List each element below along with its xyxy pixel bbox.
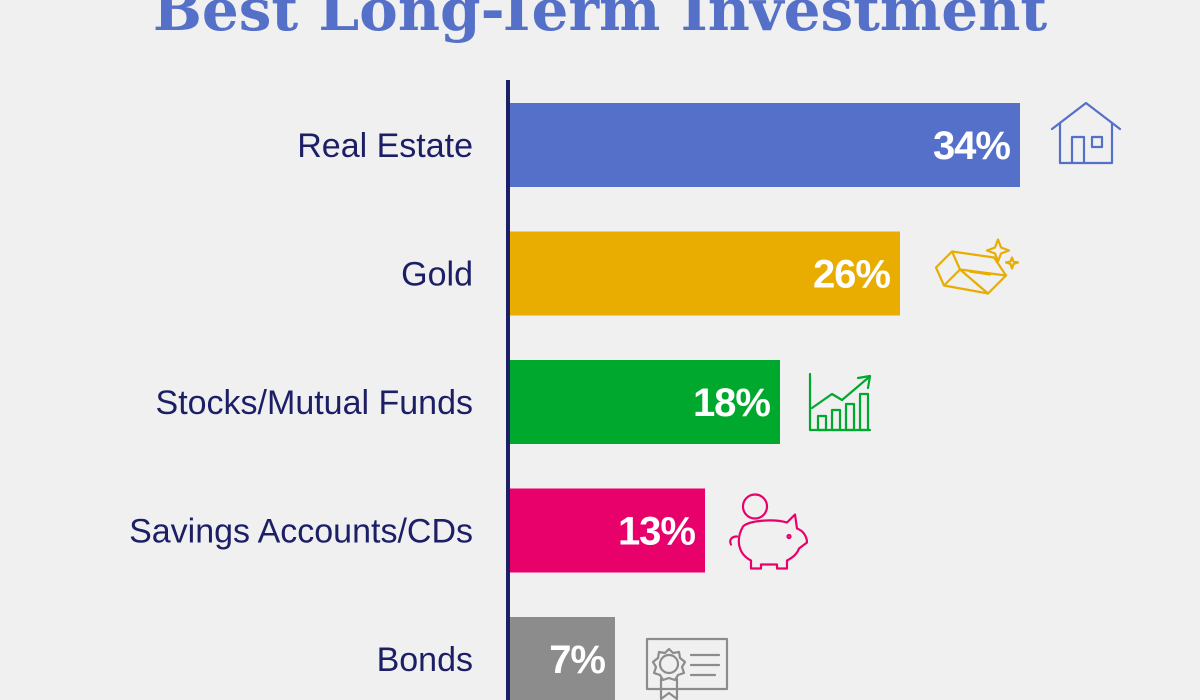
- value-label-real-estate: 34%: [933, 124, 1010, 168]
- category-label-bonds: Bonds: [377, 641, 473, 679]
- icons-layer: [645, 101, 1122, 700]
- value-label-bonds: 7%: [549, 638, 605, 682]
- bar-bonds: [510, 617, 615, 700]
- category-label-real-estate: Real Estate: [297, 127, 473, 165]
- value-label-savings-accounts-cds: 13%: [618, 510, 695, 554]
- piggy-bank-icon: [729, 493, 809, 570]
- bars-layer: [510, 103, 1020, 700]
- gold-bar-icon: [934, 238, 1020, 295]
- growth-chart-icon: [808, 372, 872, 432]
- chart-title: Best Long-Term Investment: [152, 0, 1048, 44]
- bar-gold: [510, 231, 900, 316]
- value-label-stocks-mutual-funds: 18%: [693, 381, 770, 425]
- labels-layer: Real Estate 34% Gold 26% Stocks/Mutual Funds…: [129, 124, 1011, 682]
- category-label-gold: Gold: [401, 256, 473, 294]
- house-icon: [1050, 101, 1122, 165]
- bar-real-estate: [510, 103, 1020, 187]
- category-label-savings-accounts-cds: Savings Accounts/CDs: [129, 513, 473, 551]
- bar-stocks-mutual-funds: [510, 360, 780, 444]
- certificate-icon: [645, 637, 729, 700]
- bar-savings-accounts-cds: [510, 488, 705, 573]
- value-label-gold: 26%: [813, 253, 890, 297]
- category-label-stocks-mutual-funds: Stocks/Mutual Funds: [156, 384, 473, 422]
